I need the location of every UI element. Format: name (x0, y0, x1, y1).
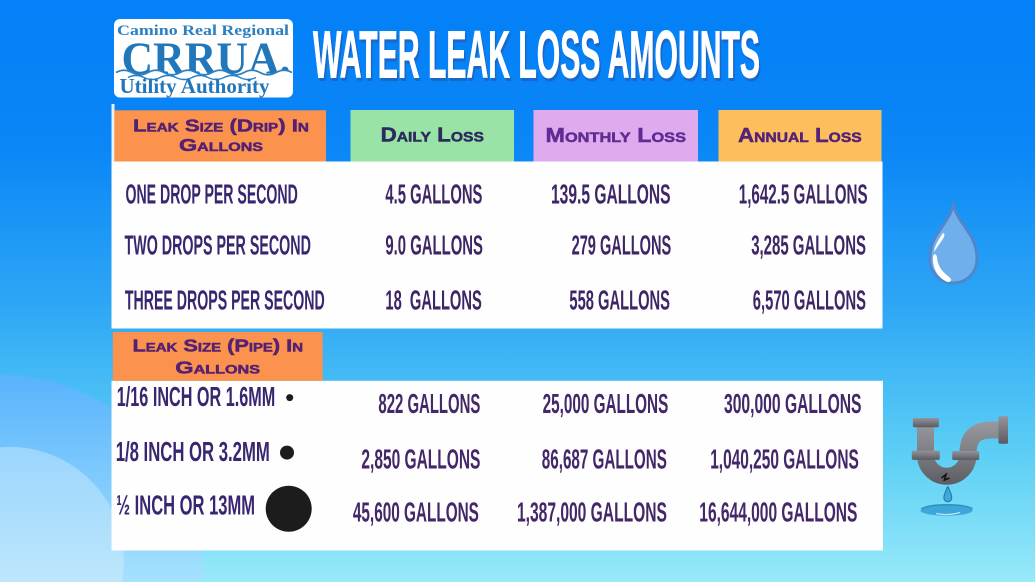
svg-text:558 GALLONS: 558 GALLONS (569, 284, 670, 316)
svg-text:ONE DROP PER SECOND: ONE DROP PER SECOND (126, 178, 298, 210)
svg-text:Monthly Loss: Monthly Loss (546, 125, 687, 147)
svg-text:Utility Authority: Utility Authority (120, 74, 270, 98)
svg-text:4.5 GALLONS: 4.5 GALLONS (385, 178, 482, 210)
svg-text:1,040,250 GALLONS: 1,040,250 GALLONS (710, 443, 859, 475)
svg-text:822 GALLONS: 822 GALLONS (378, 387, 480, 419)
svg-text:Annual Loss: Annual Loss (738, 125, 862, 147)
svg-text:WATER LEAK LOSS AMOUNTS: WATER LEAK LOSS AMOUNTS (313, 18, 760, 93)
svg-text:Leak Size (Drip) In: Leak Size (Drip) In (133, 116, 309, 136)
svg-text:WATER LEAK LOSS AMOUNTS: WATER LEAK LOSS AMOUNTS (315, 21, 762, 96)
svg-text:THREE DROPS PER SECOND: THREE DROPS PER SECOND (125, 284, 325, 316)
svg-text:1,387,000 GALLONS: 1,387,000 GALLONS (517, 496, 667, 528)
svg-text:TWO DROPS PER SECOND: TWO DROPS PER SECOND (125, 229, 311, 261)
svg-text:2,850 GALLONS: 2,850 GALLONS (361, 443, 480, 475)
svg-text:16,644,000 GALLONS: 16,644,000 GALLONS (699, 496, 857, 528)
svg-text:Camino Real Regional: Camino Real Regional (117, 23, 289, 39)
svg-text:Daily Loss: Daily Loss (381, 125, 484, 147)
svg-text:1,642.5 GALLONS: 1,642.5 GALLONS (739, 178, 868, 210)
svg-text:9.0 GALLONS: 9.0 GALLONS (385, 229, 483, 261)
svg-text:Gallons: Gallons (179, 135, 263, 155)
svg-text:6,570 GALLONS: 6,570 GALLONS (753, 284, 866, 316)
svg-text:86,687 GALLONS: 86,687 GALLONS (542, 443, 667, 475)
svg-text:½ INCH OR 13MM: ½ INCH OR 13MM (116, 489, 255, 521)
svg-text:25,000 GALLONS: 25,000 GALLONS (543, 387, 669, 419)
svg-text:45,600 GALLONS: 45,600 GALLONS (353, 496, 479, 528)
svg-text:3,285 GALLONS: 3,285 GALLONS (751, 229, 866, 261)
svg-text:Gallons: Gallons (175, 358, 260, 378)
svg-text:300,000 GALLONS: 300,000 GALLONS (724, 387, 862, 419)
svg-text:139.5 GALLONS: 139.5 GALLONS (551, 178, 671, 210)
svg-text:1/8 INCH OR 3.2MM: 1/8 INCH OR 3.2MM (116, 435, 270, 467)
svg-text:1/16 INCH OR 1.6MM: 1/16 INCH OR 1.6MM (117, 380, 275, 412)
svg-text:Leak Size (Pipe) In: Leak Size (Pipe) In (133, 336, 304, 356)
svg-text:279 GALLONS: 279 GALLONS (572, 229, 672, 261)
svg-text:18 GALLONS: 18 GALLONS (385, 284, 481, 316)
